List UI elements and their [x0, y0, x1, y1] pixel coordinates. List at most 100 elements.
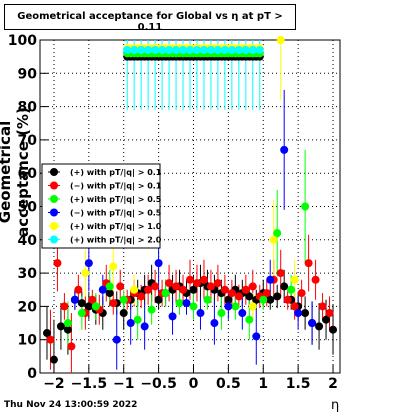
data-point: [217, 309, 226, 318]
data-point: [206, 45, 215, 54]
data-point: [137, 292, 146, 301]
data-point: [213, 45, 222, 54]
data-point: [231, 302, 240, 311]
y-tick-label: 10: [18, 333, 38, 349]
data-point: [147, 305, 156, 314]
data-point: [175, 299, 184, 308]
data-point: [77, 309, 86, 318]
data-point: [60, 302, 69, 311]
x-tick-label: −1: [113, 376, 134, 392]
legend-label: (+) with pT/|q| > 2.0: [70, 236, 162, 245]
data-point: [325, 309, 334, 318]
data-point: [105, 289, 114, 298]
data-point: [42, 329, 51, 338]
data-point: [189, 285, 198, 294]
data-point: [84, 259, 93, 268]
data-point: [154, 259, 163, 268]
legend-box: [41, 163, 161, 249]
data-point: [63, 319, 72, 328]
data-point: [74, 285, 83, 294]
data-point: [276, 36, 285, 44]
data-point: [63, 325, 72, 334]
data-point: [179, 285, 188, 294]
data-point: [53, 259, 62, 268]
legend: (+) with pT/|q| > 0.1 (−) with pT/|q| > 0…: [41, 163, 162, 249]
data-point: [276, 269, 285, 278]
data-point: [329, 325, 338, 334]
legend-label: (−) with pT/|q| > 0.1: [70, 182, 162, 191]
y-tick-label: 70: [18, 133, 38, 149]
data-point: [105, 282, 114, 291]
axis-ticks: −2 −1.5 −1 −0.5 0 0.5 1 1.5 20102030405060708090…: [8, 33, 338, 392]
data-point: [186, 275, 194, 284]
data-point: [192, 279, 201, 288]
data-points: [42, 36, 338, 364]
data-point: [88, 295, 97, 304]
data-point: [161, 289, 170, 298]
data-point: [154, 295, 163, 304]
data-point: [266, 275, 275, 284]
data-point: [280, 282, 289, 291]
data-point: [179, 45, 188, 54]
data-point: [224, 302, 233, 311]
data-point: [189, 302, 198, 311]
data-point: [234, 292, 243, 301]
data-point: [151, 45, 160, 54]
y-axis-label: Geometrical acceptance (%): [0, 107, 32, 237]
chart-title: Geometrical acceptance for Global vs η a…: [17, 11, 283, 33]
legend-label: (+) with pT/|q| > 0.5: [70, 195, 162, 204]
y-tick-label: 60: [18, 166, 38, 182]
data-point: [140, 322, 149, 331]
data-point: [172, 45, 181, 54]
x-tick-label: −0.5: [140, 376, 177, 392]
data-point: [196, 309, 205, 318]
data-point: [297, 289, 306, 298]
data-point: [248, 282, 257, 291]
timestamp: Thu Nov 24 13:00:59 2022: [4, 400, 138, 410]
data-point: [248, 302, 257, 311]
data-point: [49, 355, 58, 364]
legend-label: (−) with pT/|q| > 0.5: [70, 209, 162, 218]
data-point: [70, 295, 79, 304]
x-tick-label: 0: [189, 376, 199, 392]
data-point: [98, 285, 107, 294]
data-point: [165, 279, 174, 288]
legend-label: (+) with pT/|q| > 0.1: [70, 168, 162, 177]
data-point: [116, 282, 125, 291]
data-point: [294, 309, 303, 318]
data-point: [130, 45, 139, 54]
data-point: [112, 335, 121, 344]
data-point: [220, 45, 229, 54]
data-point: [172, 282, 181, 291]
data-point: [133, 315, 142, 324]
y-tick-label: 0: [27, 366, 37, 382]
data-point: [137, 45, 146, 54]
data-point: [227, 289, 236, 298]
y-tick-label: 100: [8, 33, 37, 49]
data-point: [46, 335, 55, 344]
data-point: [206, 282, 215, 291]
data-point: [252, 332, 261, 341]
data-point: [84, 302, 93, 311]
data-point: [192, 45, 201, 54]
data-point: [245, 292, 254, 301]
data-point: [67, 342, 76, 351]
data-point: [318, 302, 327, 311]
data-point: [126, 319, 135, 328]
legend-label: (+) with pT/|q| > 1.0: [70, 222, 162, 231]
data-point: [304, 259, 313, 268]
data-point: [248, 45, 257, 54]
data-point: [290, 275, 299, 284]
data-point: [199, 45, 208, 54]
data-point: [227, 45, 236, 54]
data-point: [81, 269, 90, 278]
data-point: [301, 202, 310, 211]
data-point: [119, 295, 128, 304]
data-point: [287, 285, 296, 294]
data-point: [238, 309, 247, 318]
data-point: [273, 229, 282, 238]
data-point: [151, 282, 160, 291]
data-point: [158, 45, 167, 54]
data-point: [262, 289, 271, 298]
x-tick-label: −1.5: [71, 376, 108, 392]
